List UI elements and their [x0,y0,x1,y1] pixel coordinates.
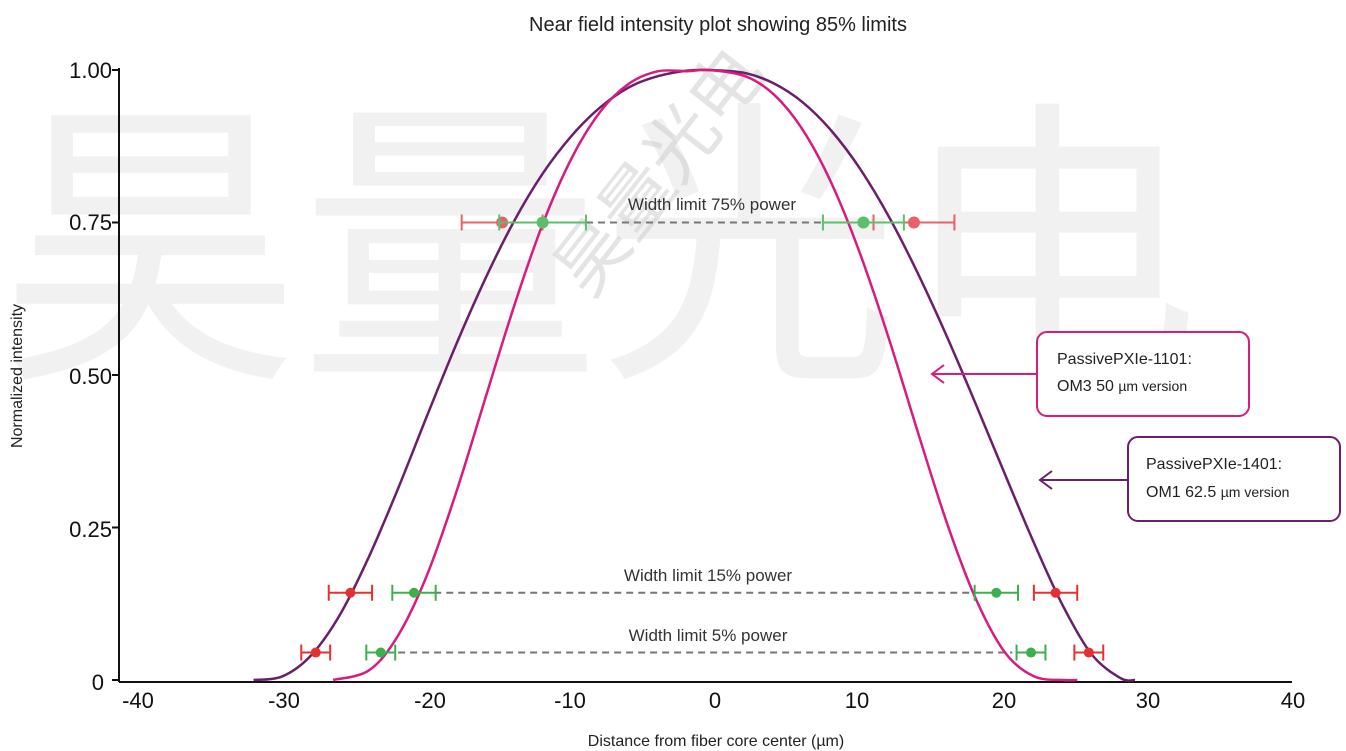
y-tick-label: 1.00 [69,58,112,83]
callout-line-2: OM3 50 µm version [1057,378,1187,395]
y-tick-label: 0.25 [69,517,112,542]
x-tick-label: -30 [268,688,300,713]
y-tick-label: 0 [92,670,104,695]
callout-box [1127,436,1341,522]
legend-callout-om1: PassivePXIe-1401: OM1 62.5 µm version [1038,436,1341,522]
y-tick-label: 0.50 [69,364,112,389]
x-tick-label: 0 [709,688,721,713]
x-tick-label: 30 [1136,688,1160,713]
x-tick-label: 10 [845,688,869,713]
limit-markers [300,214,1105,661]
annotation-5: Width limit 5% power [629,626,788,645]
tick-marks [112,69,119,681]
x-tick-label: -40 [122,688,154,713]
limit-point [408,587,419,598]
limit-point [536,216,549,229]
limit-point [1083,647,1094,658]
x-tick-labels: -40 -30 -20 -10 0 10 20 30 40 [122,688,1305,713]
limit-point [907,216,920,229]
annotation-75: Width limit 75% power [628,195,797,214]
limit-point [375,647,386,658]
limit-point [857,216,870,229]
legend-callout-om3: PassivePXIe-1101: OM3 50 µm version [930,331,1250,417]
limit-point [1026,647,1037,658]
callout-box [1036,331,1250,417]
width-limit-lines [398,221,1013,654]
y-tick-labels: 0 0.25 0.50 0.75 1.00 [69,58,112,695]
limit-point [345,587,356,598]
x-tick-label: -10 [554,688,586,713]
callout-line-1: PassivePXIe-1101: [1057,351,1192,368]
x-tick-label: 40 [1281,688,1305,713]
series-line-om3 [332,68,1078,682]
callout-line-2a: OM3 50 [1057,378,1118,395]
x-tick-label: -20 [414,688,446,713]
limit-point [310,647,321,658]
callout-line-2a: OM1 62.5 [1146,484,1221,501]
y-tick-label: 0.75 [69,210,112,235]
x-axis-title: Distance from fiber core center (µm) [588,733,844,750]
limit-point [991,587,1002,598]
callout-line-2b: µm version [1221,484,1290,500]
arrow-head-icon [930,364,945,384]
chart-title: Near field intensity plot showing 85% li… [529,14,907,36]
x-tick-label: 20 [992,688,1016,713]
callout-line-2: OM1 62.5 µm version [1146,484,1289,501]
limit-point [1050,587,1061,598]
callout-line-1: PassivePXIe-1401: [1146,456,1282,473]
y-axis-title: Normalized intensity [9,304,26,448]
watermark-large: 昊量光电 [0,77,1200,426]
arrow-head-icon [1038,470,1053,490]
callout-line-2b: µm version [1118,378,1187,394]
annotation-15: Width limit 15% power [624,566,793,585]
